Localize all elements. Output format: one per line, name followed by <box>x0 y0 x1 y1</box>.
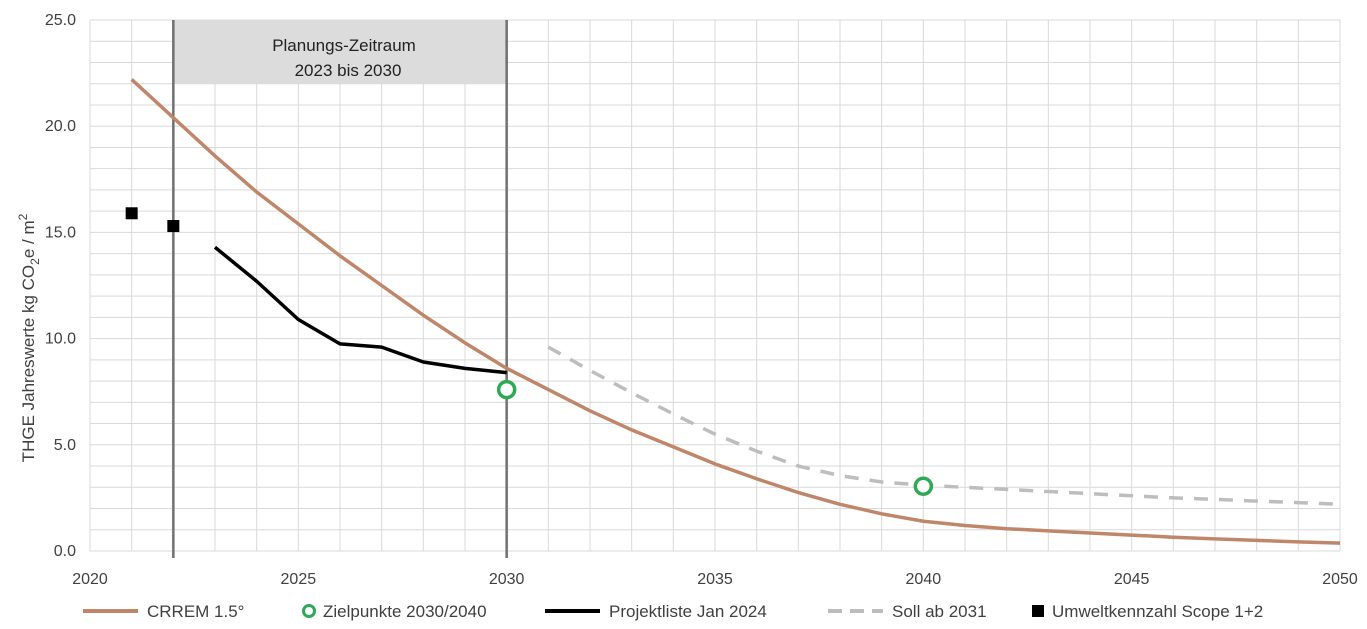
legend-label: Projektliste Jan 2024 <box>609 602 767 621</box>
planning-boundaries <box>172 20 508 558</box>
legend-label: Soll ab 2031 <box>892 602 987 621</box>
x-tick-label: 2050 <box>1322 571 1358 588</box>
legend-swatch-square <box>1032 605 1044 617</box>
planning-period-line2: 2023 bis 2030 <box>295 61 402 80</box>
y-tick-label: 10.0 <box>45 331 76 348</box>
x-tick-label: 2025 <box>281 571 317 588</box>
y-tick-label: 20.0 <box>45 118 76 135</box>
data-point-circle <box>913 476 934 496</box>
data-point-square <box>125 207 138 220</box>
x-tick-label: 2035 <box>697 571 733 588</box>
data-point-square <box>167 220 180 233</box>
x-tick-label: 2040 <box>906 571 942 588</box>
x-tick-label: 2020 <box>72 571 108 588</box>
x-tick-label: 2030 <box>489 571 525 588</box>
series-line <box>213 245 507 375</box>
y-tick-label: 15.0 <box>45 224 76 241</box>
series <box>125 78 1341 545</box>
y-tick-label: 0.0 <box>54 543 76 560</box>
y-axis-label: THGE Jahreswerte kg CO2e / m2 <box>16 213 42 462</box>
series-line <box>547 345 1341 507</box>
legend-label: Zielpunkte 2030/2040 <box>323 602 487 621</box>
grid <box>89 19 1341 552</box>
y-tick-label: 5.0 <box>54 437 76 454</box>
legend: CRREM 1.5° Zielpunkte 2030/2040 Projektlis… <box>83 602 1263 621</box>
planning-period-box <box>173 20 507 84</box>
x-axis-ticks: 2020 2025 2030 2035 2040 2045 2050 <box>72 571 1358 588</box>
planning-period: Planungs-Zeitraum 2023 bis 2030 <box>173 20 507 84</box>
x-tick-label: 2045 <box>1114 571 1150 588</box>
legend-label: Umweltkennzahl Scope 1+2 <box>1052 602 1263 621</box>
data-point-circle <box>496 379 517 400</box>
y-tick-label: 25.0 <box>45 12 76 29</box>
legend-swatch-circle <box>302 604 316 618</box>
planning-period-line1: Planungs-Zeitraum <box>272 36 416 55</box>
series-line <box>130 78 1341 545</box>
legend-label: CRREM 1.5° <box>147 602 244 621</box>
y-axis-ticks: 0.0 5.0 10.0 15.0 20.0 25.0 <box>45 12 76 560</box>
